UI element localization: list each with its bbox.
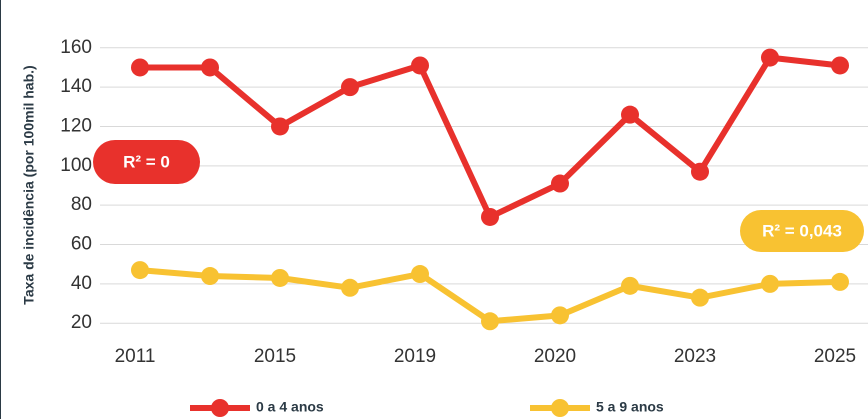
series-line (140, 54, 841, 220)
point (831, 56, 849, 75)
y-tick-label: 40 (71, 273, 92, 294)
point (621, 276, 639, 295)
point (551, 174, 569, 193)
point (131, 58, 149, 77)
point (481, 207, 499, 226)
legend-marker (211, 399, 229, 417)
point (131, 261, 149, 280)
annotation-text: R² = 0 (123, 152, 170, 171)
point (621, 105, 639, 124)
annotation-pill (93, 140, 200, 184)
point (271, 268, 289, 287)
point (761, 274, 779, 293)
legend-label: 5 a 9 anos (596, 399, 664, 415)
point (551, 306, 569, 325)
x-tick-label: 2023 (674, 346, 716, 367)
y-tick-label: 100 (60, 155, 92, 176)
legend-marker (551, 399, 569, 417)
annotation-pill (740, 210, 864, 252)
annotation-text: R² = 0,043 (762, 221, 842, 240)
point (341, 78, 359, 97)
y-tick-label: 20 (71, 312, 92, 333)
x-tick-label: 2015 (254, 346, 296, 367)
x-tick-label: 2011 (115, 346, 156, 367)
point (271, 117, 289, 136)
y-tick-label: 60 (71, 234, 92, 255)
point (691, 288, 709, 307)
y-tick-label: 140 (60, 76, 92, 97)
legend-label: 0 a 4 anos (256, 399, 324, 415)
point (201, 267, 219, 286)
x-tick-label: 2020 (534, 346, 576, 367)
y-tick-label: 120 (60, 115, 92, 136)
x-tick-label: 2019 (394, 346, 436, 367)
point (831, 272, 849, 291)
x-tick-label: 2025 (814, 346, 856, 367)
y-tick-label: 80 (71, 194, 92, 215)
point (761, 48, 779, 67)
point (411, 265, 429, 284)
y-tick-label: 160 (60, 37, 92, 58)
point (411, 56, 429, 75)
point (201, 58, 219, 77)
y-axis-label: Taxa de incidência (por 100mil hab.) (21, 65, 37, 304)
point (691, 162, 709, 181)
point (481, 312, 499, 331)
point (341, 278, 359, 297)
